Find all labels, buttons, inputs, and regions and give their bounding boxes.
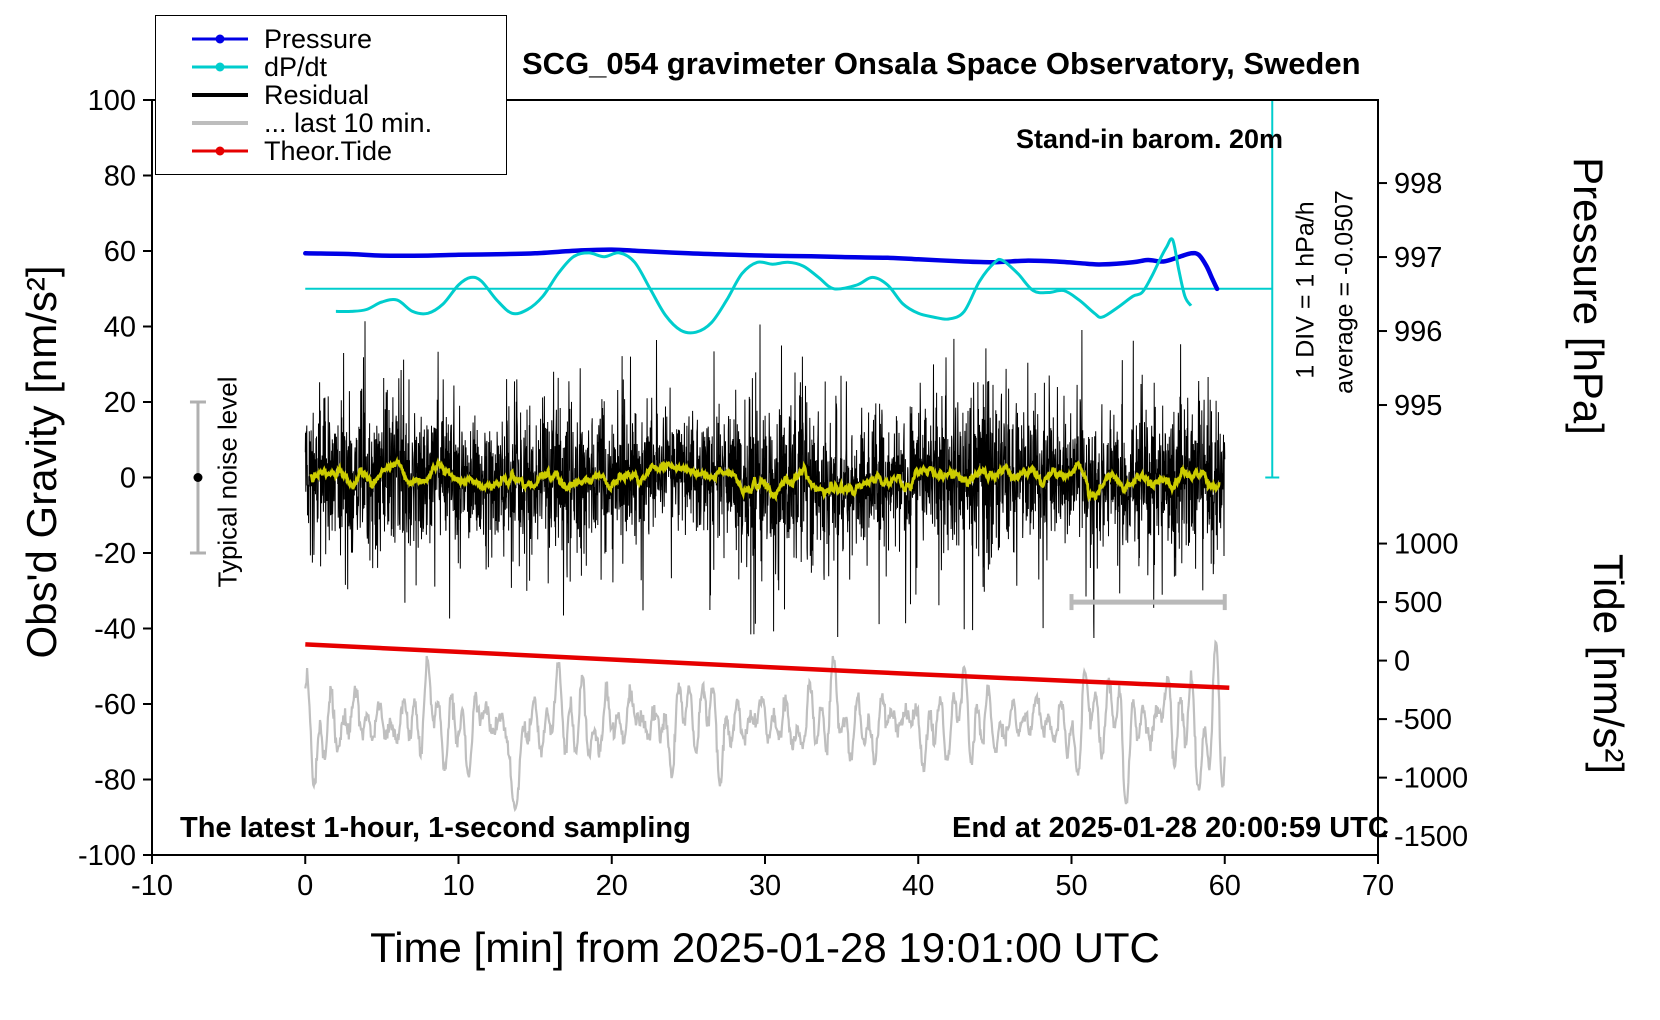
legend-marker [192, 146, 248, 157]
legend-item: ... last 10 min. [156, 107, 506, 138]
y-axis-tide-ticks: 1000 500 0 -500 -1000 -1500 [1378, 529, 1468, 853]
annotation-barometer: Stand-in barom. 20m [1016, 124, 1284, 154]
svg-text:10: 10 [442, 870, 474, 902]
legend-marker [192, 34, 248, 45]
svg-text:-100: -100 [78, 840, 136, 872]
legend-item: Residual [156, 79, 506, 110]
series-residual-mean [309, 455, 1221, 503]
svg-text:40: 40 [902, 870, 934, 902]
svg-text:0: 0 [120, 463, 136, 495]
y-axis-gravity-ticks: -100 -80 -60 -40 -20 0 20 40 60 80 100 [78, 85, 152, 872]
annotation-noise-level: Typical noise level [212, 376, 243, 588]
svg-text:-40: -40 [94, 614, 136, 646]
series-last-10-min [304, 639, 1226, 813]
annotation-sampling: The latest 1-hour, 1-second sampling [180, 812, 691, 844]
y-axis-pressure-ticks: 998 997 996 995 [1378, 168, 1442, 422]
legend-label: Residual [264, 79, 370, 110]
svg-text:0: 0 [297, 870, 313, 902]
svg-text:-1500: -1500 [1394, 821, 1468, 853]
x-axis-label: Time [min] from 2025-01-28 19:01:00 UTC [370, 924, 1160, 971]
ten-min-scale-bar [1069, 594, 1227, 611]
svg-text:60: 60 [1209, 870, 1241, 902]
svg-text:1000: 1000 [1394, 529, 1459, 561]
legend-marker [192, 118, 248, 129]
svg-text:30: 30 [749, 870, 781, 902]
annotation-div-scale: 1 DIV = 1 hPa/h [1291, 201, 1320, 379]
legend-item: dP/dt [156, 51, 506, 82]
legend-marker [192, 62, 248, 73]
series-pressure [303, 247, 1220, 292]
svg-text:50: 50 [1055, 870, 1087, 902]
svg-text:-1000: -1000 [1394, 763, 1468, 795]
svg-text:20: 20 [104, 387, 136, 419]
svg-text:0: 0 [1394, 646, 1410, 678]
y-axis-label-pressure: Pressure [hPa] [1565, 157, 1612, 435]
svg-text:-10: -10 [131, 870, 173, 902]
chart-title: SCG_054 gravimeter Onsala Space Observat… [522, 46, 1361, 81]
svg-text:-60: -60 [94, 689, 136, 721]
legend: Pressure dP/dt Residual... last 10 min. The… [155, 15, 507, 175]
svg-text:995: 995 [1394, 390, 1442, 422]
legend-marker [192, 90, 248, 101]
svg-text:20: 20 [596, 870, 628, 902]
svg-text:-20: -20 [94, 538, 136, 570]
series-residual [304, 321, 1226, 639]
svg-text:998: 998 [1394, 168, 1442, 200]
legend-label: dP/dt [264, 51, 328, 82]
svg-text:997: 997 [1394, 242, 1442, 274]
series-dpdt [335, 237, 1193, 335]
svg-text:-80: -80 [94, 765, 136, 797]
legend-item: Theor.Tide [156, 135, 506, 166]
svg-text:-500: -500 [1394, 704, 1452, 736]
svg-text:80: 80 [104, 161, 136, 193]
legend-label: Theor.Tide [264, 135, 393, 166]
legend-item: Pressure [156, 23, 506, 54]
legend-label: ... last 10 min. [264, 107, 433, 138]
svg-text:500: 500 [1394, 587, 1442, 619]
y-axis-label-gravity: Obs'd Gravity [nm/s²] [18, 265, 65, 659]
svg-text:70: 70 [1362, 870, 1394, 902]
svg-text:100: 100 [88, 85, 136, 117]
series-theor-tide [305, 642, 1230, 691]
legend-label: Pressure [264, 23, 373, 54]
y-axis-label-tide: Tide [nm/s²] [1585, 553, 1632, 775]
annotation-end-time: End at 2025-01-28 20:00:59 UTC [952, 812, 1389, 844]
x-axis-ticks: -10 0 10 20 30 40 50 60 70 [131, 855, 1394, 902]
noise-level-errorbar [189, 400, 206, 555]
svg-text:40: 40 [104, 312, 136, 344]
svg-text:996: 996 [1394, 316, 1442, 348]
annotation-average: average = -0.0507 [1330, 190, 1359, 394]
svg-text:60: 60 [104, 236, 136, 268]
